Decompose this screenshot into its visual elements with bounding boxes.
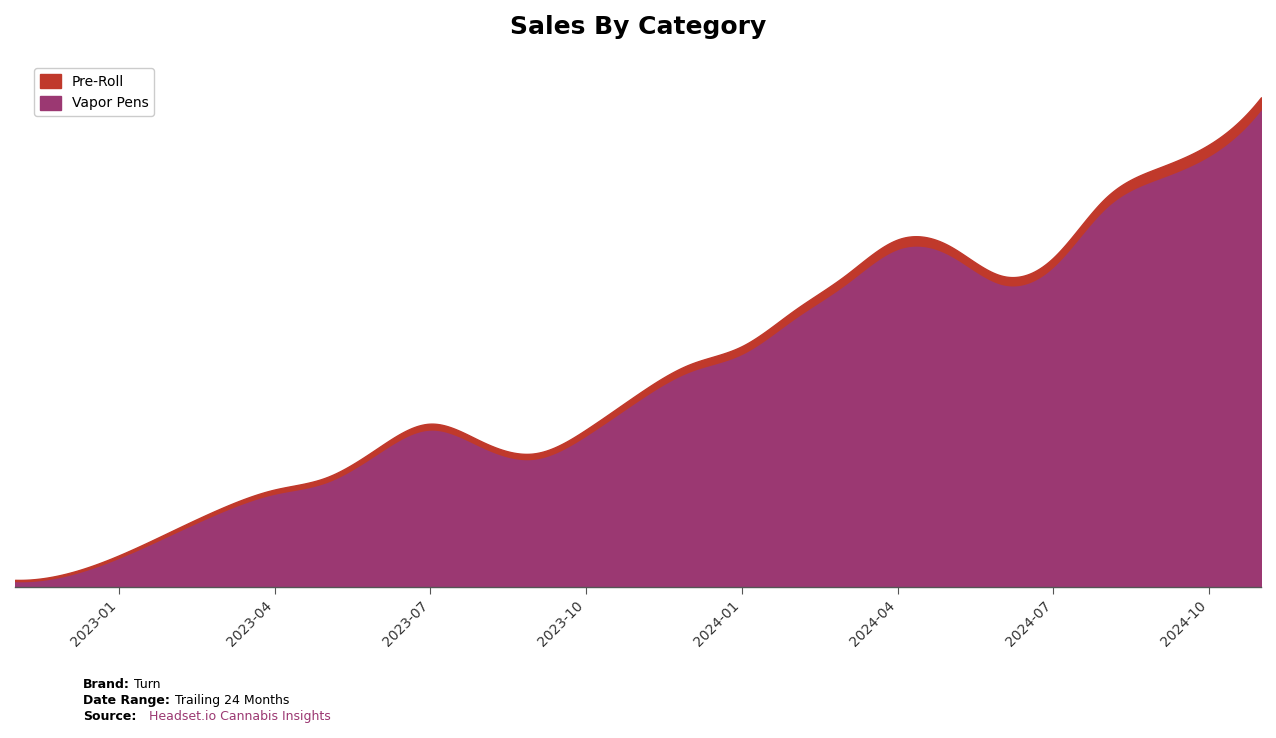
Legend: Pre-Roll, Vapor Pens: Pre-Roll, Vapor Pens: [34, 69, 154, 116]
Text: Date Range:: Date Range:: [83, 694, 170, 707]
Title: Sales By Category: Sales By Category: [510, 15, 766, 39]
Text: Turn: Turn: [134, 677, 161, 691]
Text: Headset.io Cannabis Insights: Headset.io Cannabis Insights: [149, 710, 330, 723]
Text: Source:: Source:: [83, 710, 137, 723]
Text: Brand:: Brand:: [83, 677, 130, 691]
Text: Trailing 24 Months: Trailing 24 Months: [175, 694, 290, 707]
